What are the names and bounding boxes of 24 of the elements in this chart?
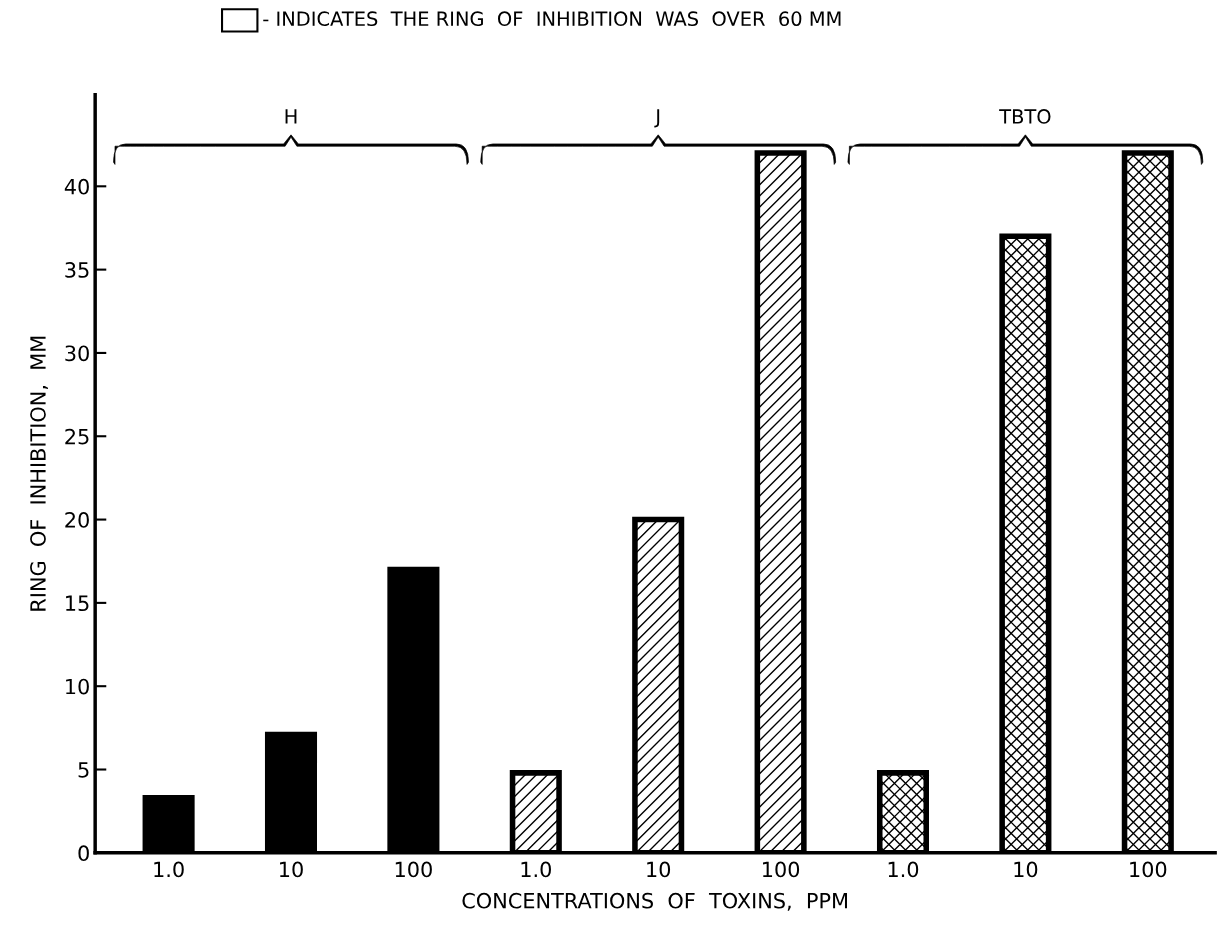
annotation: TBTO	[999, 109, 1051, 124]
x-tick-label: 1.0	[888, 861, 919, 878]
annotation: H	[285, 109, 297, 124]
text: - INDICATES THE RING OF INHIBITION WAS OVER 60 MM	[263, 11, 841, 27]
x-tick-label: 10	[647, 861, 671, 878]
y-tick-label: 40	[64, 178, 89, 195]
x-tick-label: 10	[280, 861, 303, 878]
x-tick-label: 10	[1014, 861, 1038, 878]
y-tick-label: 35	[65, 262, 89, 278]
annotation: J	[654, 109, 660, 128]
y-tick-label: 30	[65, 345, 89, 362]
x-tick-label: 1.0	[154, 861, 184, 878]
y-tick-label: 25	[65, 428, 89, 445]
y-axis-title: RING OF INHIBITION, MM	[30, 336, 48, 611]
x-tick-label: 1.0	[521, 861, 551, 878]
x-tick-label: 100	[1130, 861, 1167, 878]
y-tick-label: 15	[66, 595, 89, 612]
x-tick-label: 100	[395, 861, 432, 878]
y-tick-label: 10	[66, 678, 89, 695]
y-tick-label: 5	[78, 762, 89, 778]
x-tick-label: 100	[763, 861, 800, 878]
y-tick-label: 20	[65, 512, 89, 528]
x-axis-title: CONCENTRATIONS OF TOXINS, PPM	[462, 892, 847, 911]
y-tick-label: 0	[78, 845, 89, 862]
